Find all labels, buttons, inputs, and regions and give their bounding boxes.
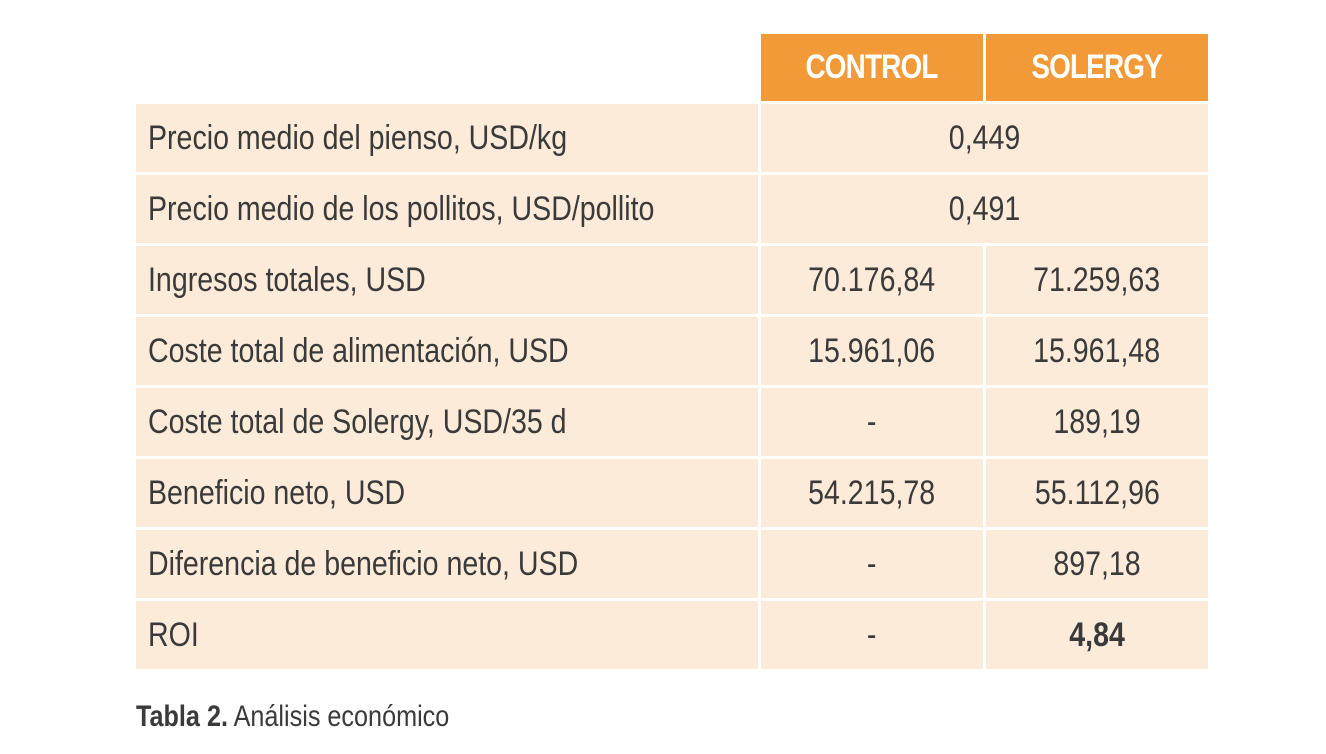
row-label: Ingresos totales, USD: [136, 246, 758, 314]
table-row: Precio medio de los pollitos, USD/pollit…: [136, 175, 1208, 243]
control-value-cell: -: [761, 601, 983, 669]
table-row: Ingresos totales, USD 70.176,84 71.259,6…: [136, 246, 1208, 314]
control-value-cell: 70.176,84: [761, 246, 983, 314]
solergy-value-cell: 55.112,96: [986, 459, 1208, 527]
row-label: Diferencia de beneficio neto, USD: [136, 530, 758, 598]
control-value-cell: 15.961,06: [761, 317, 983, 385]
merged-value-cell: 0,491: [761, 175, 1208, 243]
solergy-value-cell: 4,84: [986, 601, 1208, 669]
caption-text: Análisis económico: [233, 700, 450, 733]
control-value-cell: -: [761, 388, 983, 456]
row-label: Coste total de Solergy, USD/35 d: [136, 388, 758, 456]
control-value-cell: 54.215,78: [761, 459, 983, 527]
table-row: ROI - 4,84: [136, 601, 1208, 669]
solergy-value-cell: 897,18: [986, 530, 1208, 598]
column-header-control: CONTROL: [761, 34, 983, 101]
solergy-value-cell: 15.961,48: [986, 317, 1208, 385]
row-label: Beneficio neto, USD: [136, 459, 758, 527]
header-corner: [136, 34, 758, 101]
table-row: Beneficio neto, USD 54.215,78 55.112,96: [136, 459, 1208, 527]
table-header-row: CONTROL SOLERGY: [136, 34, 1208, 101]
solergy-value-cell: 71.259,63: [986, 246, 1208, 314]
caption-prefix: Tabla 2.: [136, 700, 228, 733]
row-label: Precio medio del pienso, USD/kg: [136, 104, 758, 172]
column-header-solergy: SOLERGY: [986, 34, 1208, 101]
merged-value-cell: 0,449: [761, 104, 1208, 172]
economic-analysis-table: CONTROL SOLERGY Precio medio del pienso,…: [133, 31, 1211, 672]
row-label: ROI: [136, 601, 758, 669]
table-row: Coste total de Solergy, USD/35 d - 189,1…: [136, 388, 1208, 456]
row-label: Precio medio de los pollitos, USD/pollit…: [136, 175, 758, 243]
table-row: Coste total de alimentación, USD 15.961,…: [136, 317, 1208, 385]
table-caption: Tabla 2. Análisis económico: [136, 700, 509, 734]
row-label: Coste total de alimentación, USD: [136, 317, 758, 385]
control-value-cell: -: [761, 530, 983, 598]
table-row: Diferencia de beneficio neto, USD - 897,…: [136, 530, 1208, 598]
solergy-value-cell: 189,19: [986, 388, 1208, 456]
table-row: Precio medio del pienso, USD/kg 0,449: [136, 104, 1208, 172]
